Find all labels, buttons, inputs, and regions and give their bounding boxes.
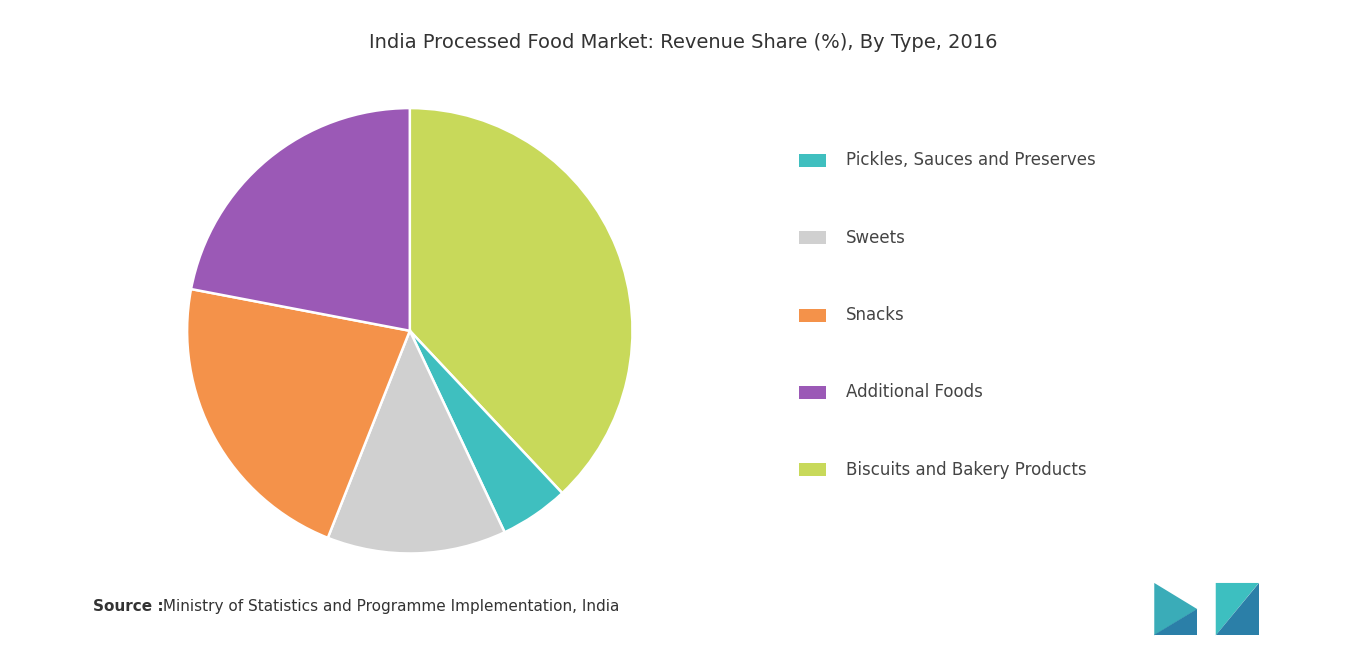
Polygon shape	[1216, 583, 1258, 635]
Wedge shape	[410, 108, 632, 493]
Wedge shape	[410, 331, 563, 533]
Text: Pickles, Sauces and Preserves: Pickles, Sauces and Preserves	[846, 151, 1096, 170]
Wedge shape	[187, 289, 410, 538]
Text: Ministry of Statistics and Programme Implementation, India: Ministry of Statistics and Programme Imp…	[158, 599, 620, 614]
Polygon shape	[1216, 583, 1258, 635]
Wedge shape	[328, 331, 504, 553]
Text: Biscuits and Bakery Products: Biscuits and Bakery Products	[846, 460, 1086, 479]
Wedge shape	[191, 108, 410, 331]
Text: Additional Foods: Additional Foods	[846, 383, 982, 402]
Text: India Processed Food Market: Revenue Share (%), By Type, 2016: India Processed Food Market: Revenue Sha…	[369, 33, 997, 52]
Text: Snacks: Snacks	[846, 306, 904, 324]
Polygon shape	[1154, 609, 1197, 635]
Polygon shape	[1154, 583, 1197, 635]
Text: Source :: Source :	[93, 599, 164, 614]
Text: Sweets: Sweets	[846, 229, 906, 247]
